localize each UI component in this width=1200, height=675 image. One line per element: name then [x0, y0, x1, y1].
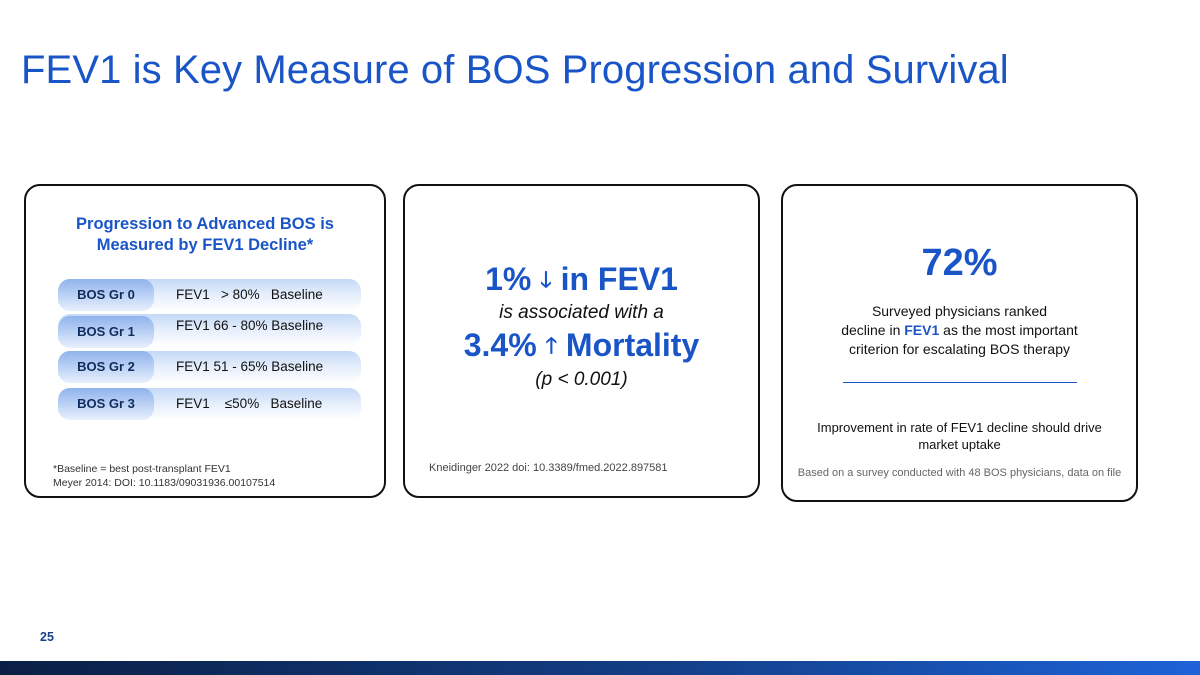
survey-line-1: Surveyed physicians ranked: [871, 303, 1048, 319]
association-text: is associated with a: [499, 302, 664, 323]
arrow-down-icon: 🡓: [540, 267, 552, 292]
arrow-up-icon: 🡑: [545, 333, 558, 358]
footer-bar: [0, 661, 1200, 675]
survey-line-3: criterion for escalating BOS therapy: [849, 341, 1070, 357]
survey-note: Based on a survey conducted with 48 BOS …: [797, 467, 1122, 479]
bos-grade-pill: BOS Gr 3: [58, 388, 154, 420]
bos-grade-row: BOS Gr 1 FEV1 66 - 80% Baseline: [58, 314, 361, 348]
bos-grade-desc: FEV1 51 - 65% Baseline: [176, 359, 324, 374]
fev1-decline-stat: 1% 🡓 in FEV1: [405, 261, 758, 301]
mortality-stat: 3.4% 🡑 Mortality: [405, 327, 758, 367]
bos-grade-desc: FEV1 > 80% Baseline: [176, 287, 323, 302]
bos-grade-desc: FEV1 ≤50% Baseline: [176, 396, 323, 411]
meyer-citation: Meyer 2014: DOI: 10.1183/09031936.001075…: [53, 477, 276, 489]
baseline-footnote: *Baseline = best post-transplant FEV1 Me…: [53, 462, 275, 490]
p-value: (p < 0.001): [535, 369, 628, 390]
fev1-decline-value: 1%: [485, 261, 532, 297]
divider: [843, 382, 1077, 383]
improvement-text: Improvement in rate of FEV1 decline shou…: [817, 420, 1102, 452]
page-number: 25: [40, 630, 54, 644]
mortality-card: 1% 🡓 in FEV1 is associated with a 3.4% 🡑…: [403, 184, 760, 498]
heading-line-1: Progression to Advanced BOS is: [76, 215, 334, 233]
bos-grade-desc: FEV1 66 - 80% Baseline: [176, 318, 324, 333]
bos-progression-card: Progression to Advanced BOS is Measured …: [24, 184, 386, 498]
kneidinger-citation: Kneidinger 2022 doi: 10.3389/fmed.2022.8…: [429, 462, 668, 474]
bos-grade-row: BOS Gr 0 FEV1 > 80% Baseline: [58, 279, 361, 311]
bos-grade-row: BOS Gr 3 FEV1 ≤50% Baseline: [58, 388, 361, 420]
survey-percentage: 72%: [921, 242, 998, 284]
bos-progression-heading: Progression to Advanced BOS is Measured …: [26, 214, 384, 256]
physician-survey-card: 72% Surveyed physicians ranked decline i…: [781, 184, 1138, 502]
fev1-decline-label: in FEV1: [560, 261, 678, 297]
baseline-definition: *Baseline = best post-transplant FEV1: [53, 463, 231, 475]
slide-title: FEV1 is Key Measure of BOS Progression a…: [21, 48, 1009, 92]
survey-finding: Surveyed physicians ranked decline in FE…: [783, 302, 1136, 359]
bos-grade-row: BOS Gr 2 FEV1 51 - 65% Baseline: [58, 351, 361, 383]
heading-line-2: Measured by FEV1 Decline*: [96, 236, 314, 254]
bos-grade-pill: BOS Gr 1: [58, 316, 154, 348]
bos-grade-pill: BOS Gr 2: [58, 351, 154, 383]
mortality-value: 3.4%: [463, 327, 537, 363]
mortality-label: Mortality: [565, 327, 700, 363]
bos-grade-pill: BOS Gr 0: [58, 279, 154, 311]
survey-line-2: decline in FEV1 as the most important: [841, 322, 1078, 338]
fev1-highlight: FEV1: [904, 322, 940, 338]
